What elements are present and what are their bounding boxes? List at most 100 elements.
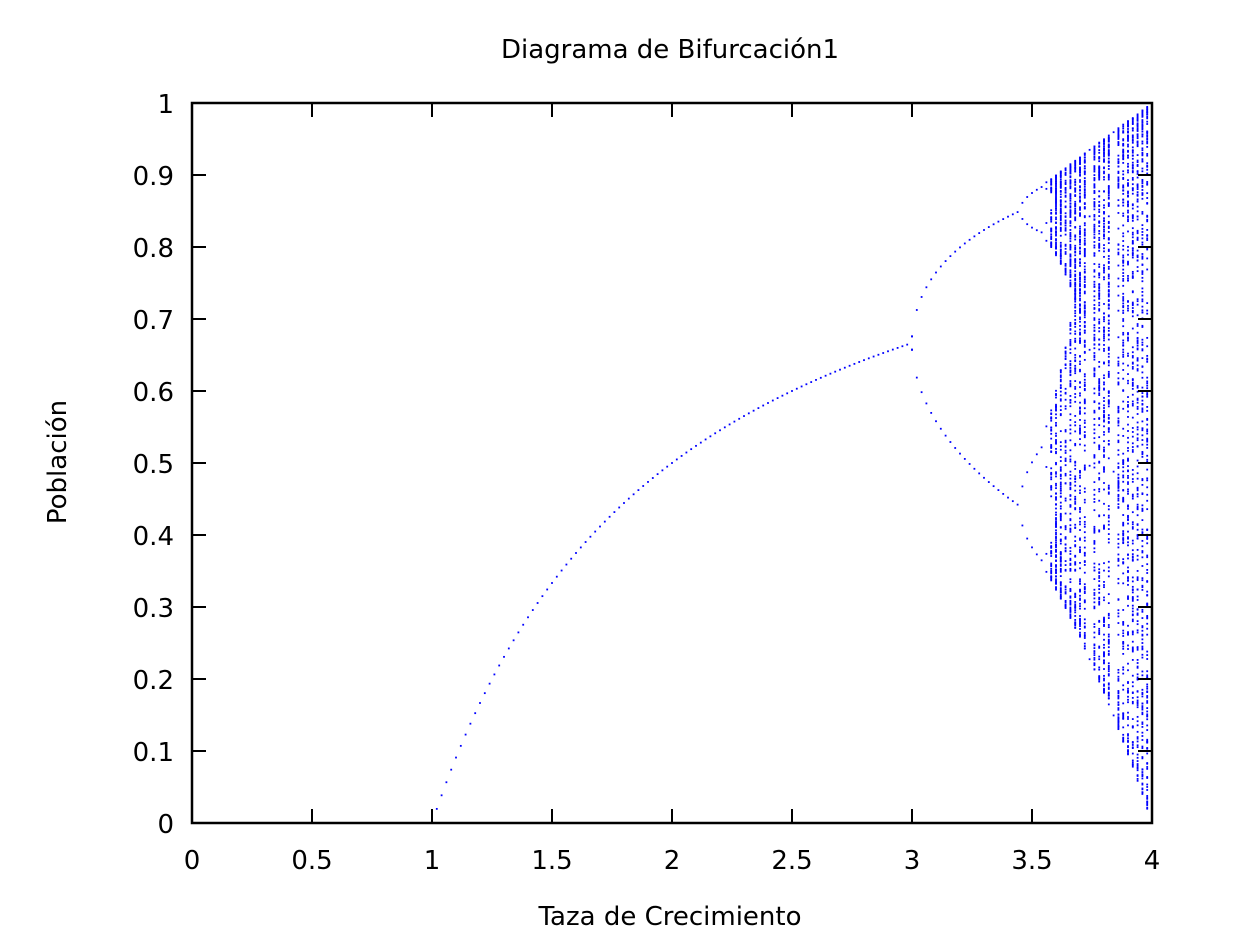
data-point [1069, 271, 1072, 274]
data-point [1141, 656, 1144, 659]
data-point [1127, 633, 1129, 636]
data-point [1083, 632, 1086, 634]
data-point [1040, 446, 1043, 449]
data-point [1146, 762, 1149, 765]
data-point [1136, 535, 1139, 537]
data-point [949, 255, 952, 258]
data-point [1117, 253, 1120, 256]
data-point [1131, 204, 1134, 207]
data-point [1098, 215, 1101, 217]
data-point [1083, 154, 1086, 156]
data-point [1103, 596, 1105, 599]
data-point [1055, 587, 1057, 590]
data-point [1074, 325, 1077, 328]
data-point [1146, 718, 1149, 721]
data-point [1098, 292, 1101, 295]
data-point [1074, 160, 1077, 163]
data-point [1074, 527, 1077, 529]
data-point [1093, 223, 1096, 226]
data-point [1098, 327, 1101, 329]
data-point [1141, 309, 1144, 312]
data-point [1136, 676, 1139, 679]
data-point [1146, 695, 1149, 697]
data-point [1127, 698, 1129, 701]
data-point [1069, 342, 1072, 345]
data-point [1055, 180, 1057, 183]
data-point [1055, 243, 1057, 246]
data-point [1098, 141, 1101, 144]
data-point [1093, 569, 1096, 572]
data-point [1117, 178, 1120, 181]
data-point [1107, 260, 1110, 263]
data-point [1131, 555, 1134, 558]
data-point [1059, 413, 1062, 415]
data-point [1127, 505, 1129, 508]
data-point [1122, 284, 1125, 287]
data-point [1098, 598, 1101, 601]
data-point [1146, 382, 1149, 385]
data-point [1136, 579, 1139, 581]
data-point [1059, 468, 1062, 471]
data-point [1103, 623, 1105, 626]
data-point [1117, 728, 1120, 731]
data-point [1055, 484, 1057, 487]
data-point [915, 376, 918, 379]
data-point [1117, 678, 1120, 680]
data-point [1083, 275, 1086, 278]
data-point [1098, 232, 1101, 235]
data-point [1107, 149, 1110, 151]
data-point [1050, 242, 1053, 245]
data-point [1131, 216, 1134, 218]
data-point [1131, 681, 1134, 684]
data-point [1127, 749, 1129, 751]
data-point [1122, 672, 1125, 675]
data-point [1074, 370, 1077, 372]
data-point [1141, 745, 1144, 748]
data-point [1117, 489, 1120, 492]
data-point [1117, 183, 1120, 186]
data-point [1083, 635, 1086, 638]
y-axis-title: Población [43, 400, 73, 524]
data-point [1107, 674, 1110, 677]
data-point [1107, 457, 1110, 460]
data-point [1064, 244, 1067, 247]
data-point [1074, 287, 1077, 290]
data-point [1050, 432, 1053, 435]
data-point [546, 588, 549, 591]
data-point [1131, 231, 1134, 234]
y-tick-label: 0.7 [133, 306, 174, 336]
data-point [1127, 598, 1129, 600]
data-point [1098, 631, 1101, 634]
data-point [1117, 497, 1120, 500]
data-point [1055, 191, 1057, 193]
data-point [1074, 502, 1077, 505]
data-point [1098, 151, 1101, 154]
data-point [1107, 405, 1110, 408]
data-point [1117, 503, 1120, 506]
data-point [1093, 652, 1096, 654]
data-point [1131, 469, 1134, 471]
data-point [1079, 225, 1081, 228]
data-point [1083, 564, 1086, 566]
data-point [1074, 200, 1077, 203]
data-point [1069, 383, 1072, 386]
data-point [1093, 280, 1096, 283]
data-point [1050, 181, 1053, 184]
data-point [1069, 569, 1072, 572]
data-point [1055, 207, 1057, 210]
data-point [1098, 515, 1101, 518]
data-point [1064, 195, 1067, 198]
data-point [1064, 445, 1067, 448]
x-tick-label: 4 [1144, 846, 1161, 876]
data-point [1122, 645, 1125, 648]
data-point [1074, 159, 1077, 162]
data-point [1136, 143, 1139, 146]
data-point [1093, 165, 1096, 167]
data-point [1127, 124, 1129, 127]
data-point [1122, 212, 1125, 215]
data-point [1050, 478, 1053, 481]
data-point [704, 438, 707, 441]
data-point [1122, 127, 1125, 130]
data-point [1098, 225, 1101, 228]
data-point [1146, 701, 1149, 704]
